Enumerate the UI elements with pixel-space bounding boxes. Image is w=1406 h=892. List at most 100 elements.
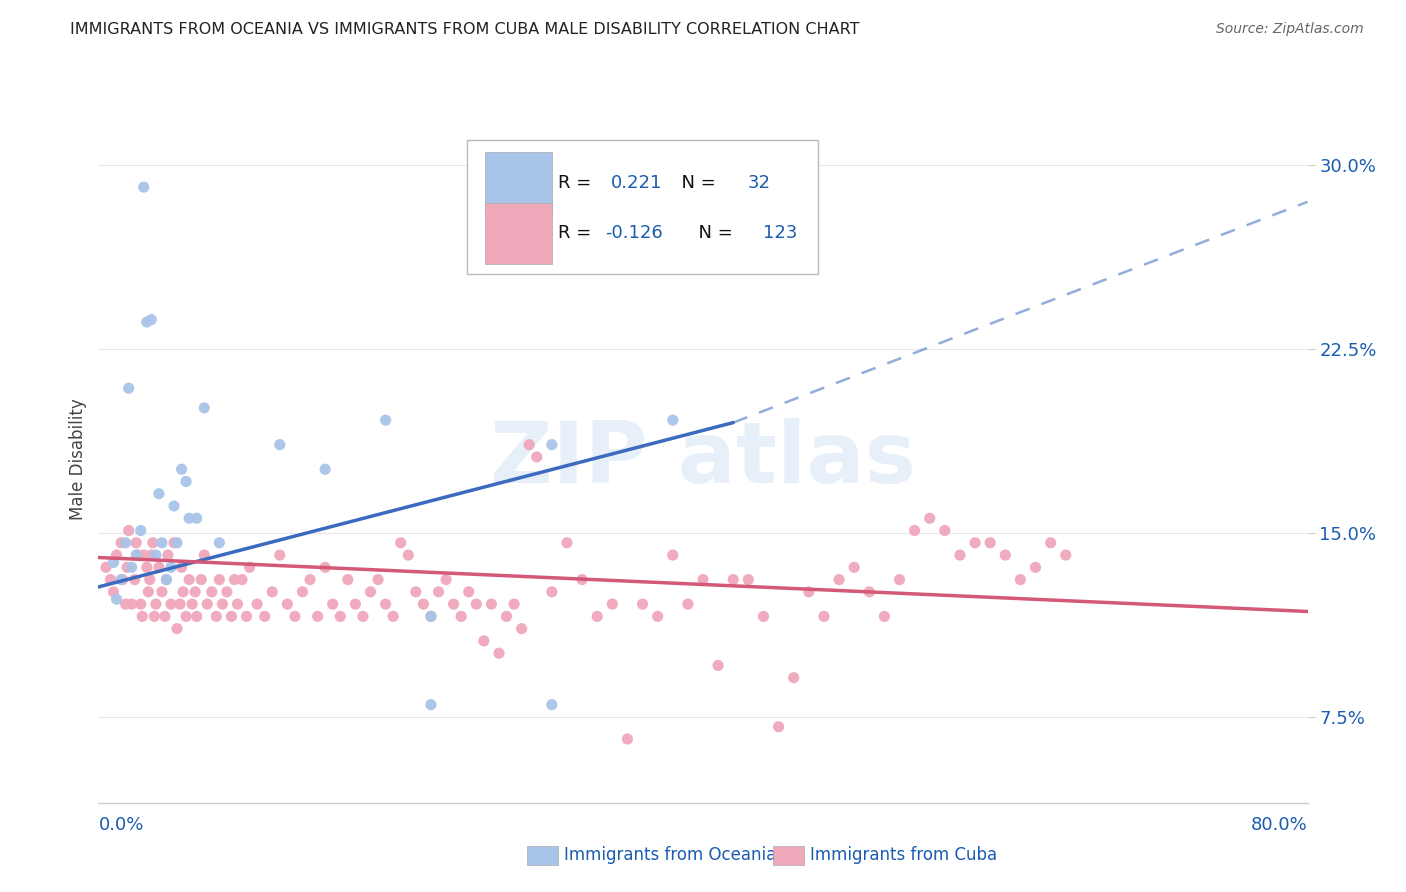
Point	[782, 671, 804, 685]
Point	[374, 413, 396, 427]
Point	[155, 573, 177, 587]
Point	[813, 609, 835, 624]
Point	[100, 573, 122, 587]
Point	[163, 535, 186, 549]
Point	[155, 573, 177, 587]
Point	[647, 609, 669, 624]
Point	[132, 180, 155, 194]
Point	[208, 535, 231, 549]
Point	[299, 573, 322, 587]
Point	[103, 585, 125, 599]
Point	[148, 487, 170, 501]
Point	[858, 585, 880, 599]
Point	[443, 597, 465, 611]
Text: 32: 32	[748, 174, 770, 192]
Point	[322, 597, 344, 611]
Point	[170, 560, 193, 574]
FancyBboxPatch shape	[485, 152, 551, 214]
Point	[224, 573, 246, 587]
Point	[181, 597, 204, 611]
Point	[141, 548, 163, 562]
Point	[904, 524, 927, 538]
Point	[873, 609, 896, 624]
Point	[488, 646, 510, 660]
Point	[143, 609, 166, 624]
Text: 0.221: 0.221	[612, 174, 662, 192]
Point	[125, 548, 148, 562]
Point	[307, 609, 329, 624]
Point	[405, 585, 427, 599]
Point	[396, 548, 419, 562]
Point	[419, 698, 441, 712]
Point	[208, 573, 231, 587]
Text: N =: N =	[688, 225, 738, 243]
Point	[427, 585, 450, 599]
Point	[166, 535, 188, 549]
Point	[186, 609, 208, 624]
Point	[253, 609, 276, 624]
Point	[193, 401, 215, 415]
Point	[269, 438, 291, 452]
Point	[291, 585, 314, 599]
Point	[94, 560, 117, 574]
Point	[184, 585, 207, 599]
Point	[481, 597, 503, 611]
Point	[1024, 560, 1046, 574]
Point	[127, 548, 149, 562]
Text: R =: R =	[558, 225, 598, 243]
Text: 80.0%: 80.0%	[1251, 816, 1308, 834]
Point	[1039, 535, 1062, 549]
Point	[586, 609, 609, 624]
Point	[111, 573, 134, 587]
Point	[457, 585, 479, 599]
Point	[160, 597, 183, 611]
Point	[631, 597, 654, 611]
Text: IMMIGRANTS FROM OCEANIA VS IMMIGRANTS FROM CUBA MALE DISABILITY CORRELATION CHAR: IMMIGRANTS FROM OCEANIA VS IMMIGRANTS FR…	[70, 22, 860, 37]
Point	[797, 585, 820, 599]
Point	[110, 573, 132, 587]
Point	[752, 609, 775, 624]
Point	[344, 597, 367, 611]
Point	[965, 535, 987, 549]
Point	[314, 560, 336, 574]
Point	[174, 609, 197, 624]
Point	[360, 585, 382, 599]
Point	[979, 535, 1001, 549]
Point	[114, 535, 136, 549]
Point	[114, 597, 136, 611]
Point	[707, 658, 730, 673]
Point	[163, 499, 186, 513]
Point	[115, 560, 138, 574]
Point	[172, 585, 194, 599]
Point	[737, 573, 759, 587]
Point	[177, 573, 201, 587]
Point	[949, 548, 972, 562]
Point	[221, 609, 243, 624]
Point	[918, 511, 941, 525]
Point	[190, 573, 212, 587]
Text: ZIP atlas: ZIP atlas	[491, 417, 915, 501]
Point	[193, 548, 215, 562]
Point	[156, 548, 179, 562]
Point	[141, 312, 163, 326]
Point	[844, 560, 866, 574]
Point	[1010, 573, 1032, 587]
Point	[177, 511, 201, 525]
Text: R =: R =	[558, 174, 603, 192]
Point	[186, 511, 208, 525]
Point	[105, 548, 128, 562]
Point	[450, 609, 472, 624]
Point	[555, 535, 578, 549]
Point	[336, 573, 359, 587]
Point	[329, 609, 352, 624]
Point	[768, 720, 790, 734]
Point	[419, 609, 441, 624]
Point	[828, 573, 851, 587]
Point	[540, 698, 562, 712]
Point	[472, 633, 495, 648]
Point	[211, 597, 233, 611]
Point	[540, 438, 562, 452]
Point	[889, 573, 911, 587]
Point	[139, 573, 162, 587]
Point	[135, 560, 157, 574]
